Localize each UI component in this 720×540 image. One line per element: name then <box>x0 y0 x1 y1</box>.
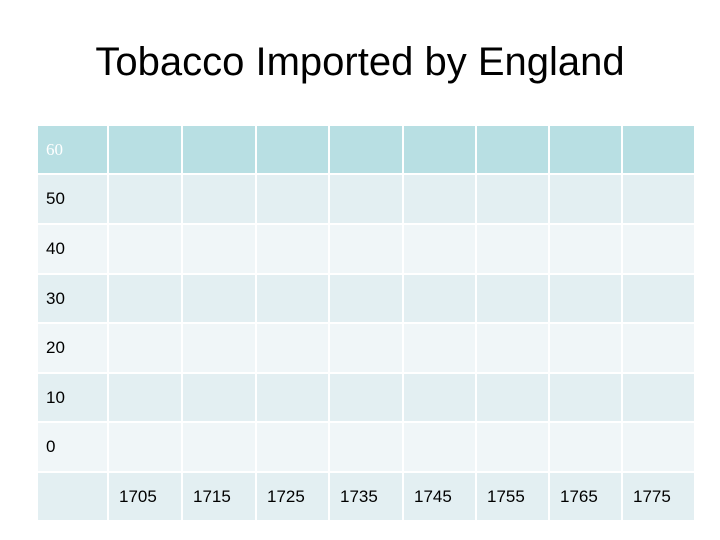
table-cell <box>476 422 549 472</box>
table-cell <box>403 274 476 323</box>
table-cell <box>182 373 256 422</box>
table-cell <box>476 224 549 274</box>
table-cell <box>182 174 256 224</box>
column-label: 1725 <box>256 472 329 521</box>
table-cell <box>256 224 329 274</box>
table-cell <box>256 125 329 174</box>
table-cell <box>329 422 403 472</box>
column-label: 1745 <box>403 472 476 521</box>
column-label: 1715 <box>182 472 256 521</box>
table-cell <box>403 422 476 472</box>
table-cell <box>622 224 695 274</box>
slide-title: Tobacco Imported by England <box>95 40 625 84</box>
table-cell <box>403 224 476 274</box>
table-cell <box>549 224 622 274</box>
row-label: 60 <box>37 125 108 174</box>
table-cell <box>476 125 549 174</box>
table-cell <box>256 274 329 323</box>
table-cell <box>256 373 329 422</box>
table-cell <box>622 274 695 323</box>
table-cell <box>403 174 476 224</box>
column-label: 1755 <box>476 472 549 521</box>
table-cell <box>329 125 403 174</box>
table-cell <box>256 422 329 472</box>
table-cell <box>403 373 476 422</box>
table-cell <box>108 125 182 174</box>
row-label: 0 <box>37 422 108 472</box>
table-cell <box>256 174 329 224</box>
column-label: 1705 <box>108 472 182 521</box>
table-cell <box>108 422 182 472</box>
table-cell <box>622 422 695 472</box>
column-label: 1775 <box>622 472 695 521</box>
table-cell <box>549 274 622 323</box>
table-cell <box>108 373 182 422</box>
table-cell <box>476 373 549 422</box>
table-cell <box>108 174 182 224</box>
table-cell <box>329 274 403 323</box>
table-cell <box>549 174 622 224</box>
row-label: 30 <box>37 274 108 323</box>
column-label: 1735 <box>329 472 403 521</box>
row-label: 40 <box>37 224 108 274</box>
table-cell <box>622 174 695 224</box>
table-cell <box>329 174 403 224</box>
row-label: 20 <box>37 323 108 373</box>
table-cell <box>549 125 622 174</box>
table-cell <box>549 323 622 373</box>
table-cell <box>182 125 256 174</box>
table-cell <box>403 125 476 174</box>
table-cell <box>329 323 403 373</box>
table-cell <box>182 274 256 323</box>
table-cell <box>329 224 403 274</box>
table-cell <box>622 125 695 174</box>
table-cell <box>182 323 256 373</box>
table-cell <box>108 224 182 274</box>
table-cell <box>329 373 403 422</box>
table-cell <box>108 274 182 323</box>
table-cell <box>108 323 182 373</box>
table-cell <box>549 422 622 472</box>
table-cell <box>476 323 549 373</box>
table-cell <box>622 323 695 373</box>
table-cell <box>476 174 549 224</box>
row-label: 50 <box>37 174 108 224</box>
table-cell <box>182 224 256 274</box>
row-label: 10 <box>37 373 108 422</box>
table-cell <box>476 274 549 323</box>
table-cell <box>182 422 256 472</box>
table-cell <box>622 373 695 422</box>
graph-table: 60 50 40 30 20 10 0 1705 1715 1725 1735 1745 1755 176… <box>37 125 695 521</box>
table-cell <box>37 472 108 521</box>
table-cell <box>256 323 329 373</box>
table-cell <box>549 373 622 422</box>
column-label: 1765 <box>549 472 622 521</box>
table-cell <box>403 323 476 373</box>
